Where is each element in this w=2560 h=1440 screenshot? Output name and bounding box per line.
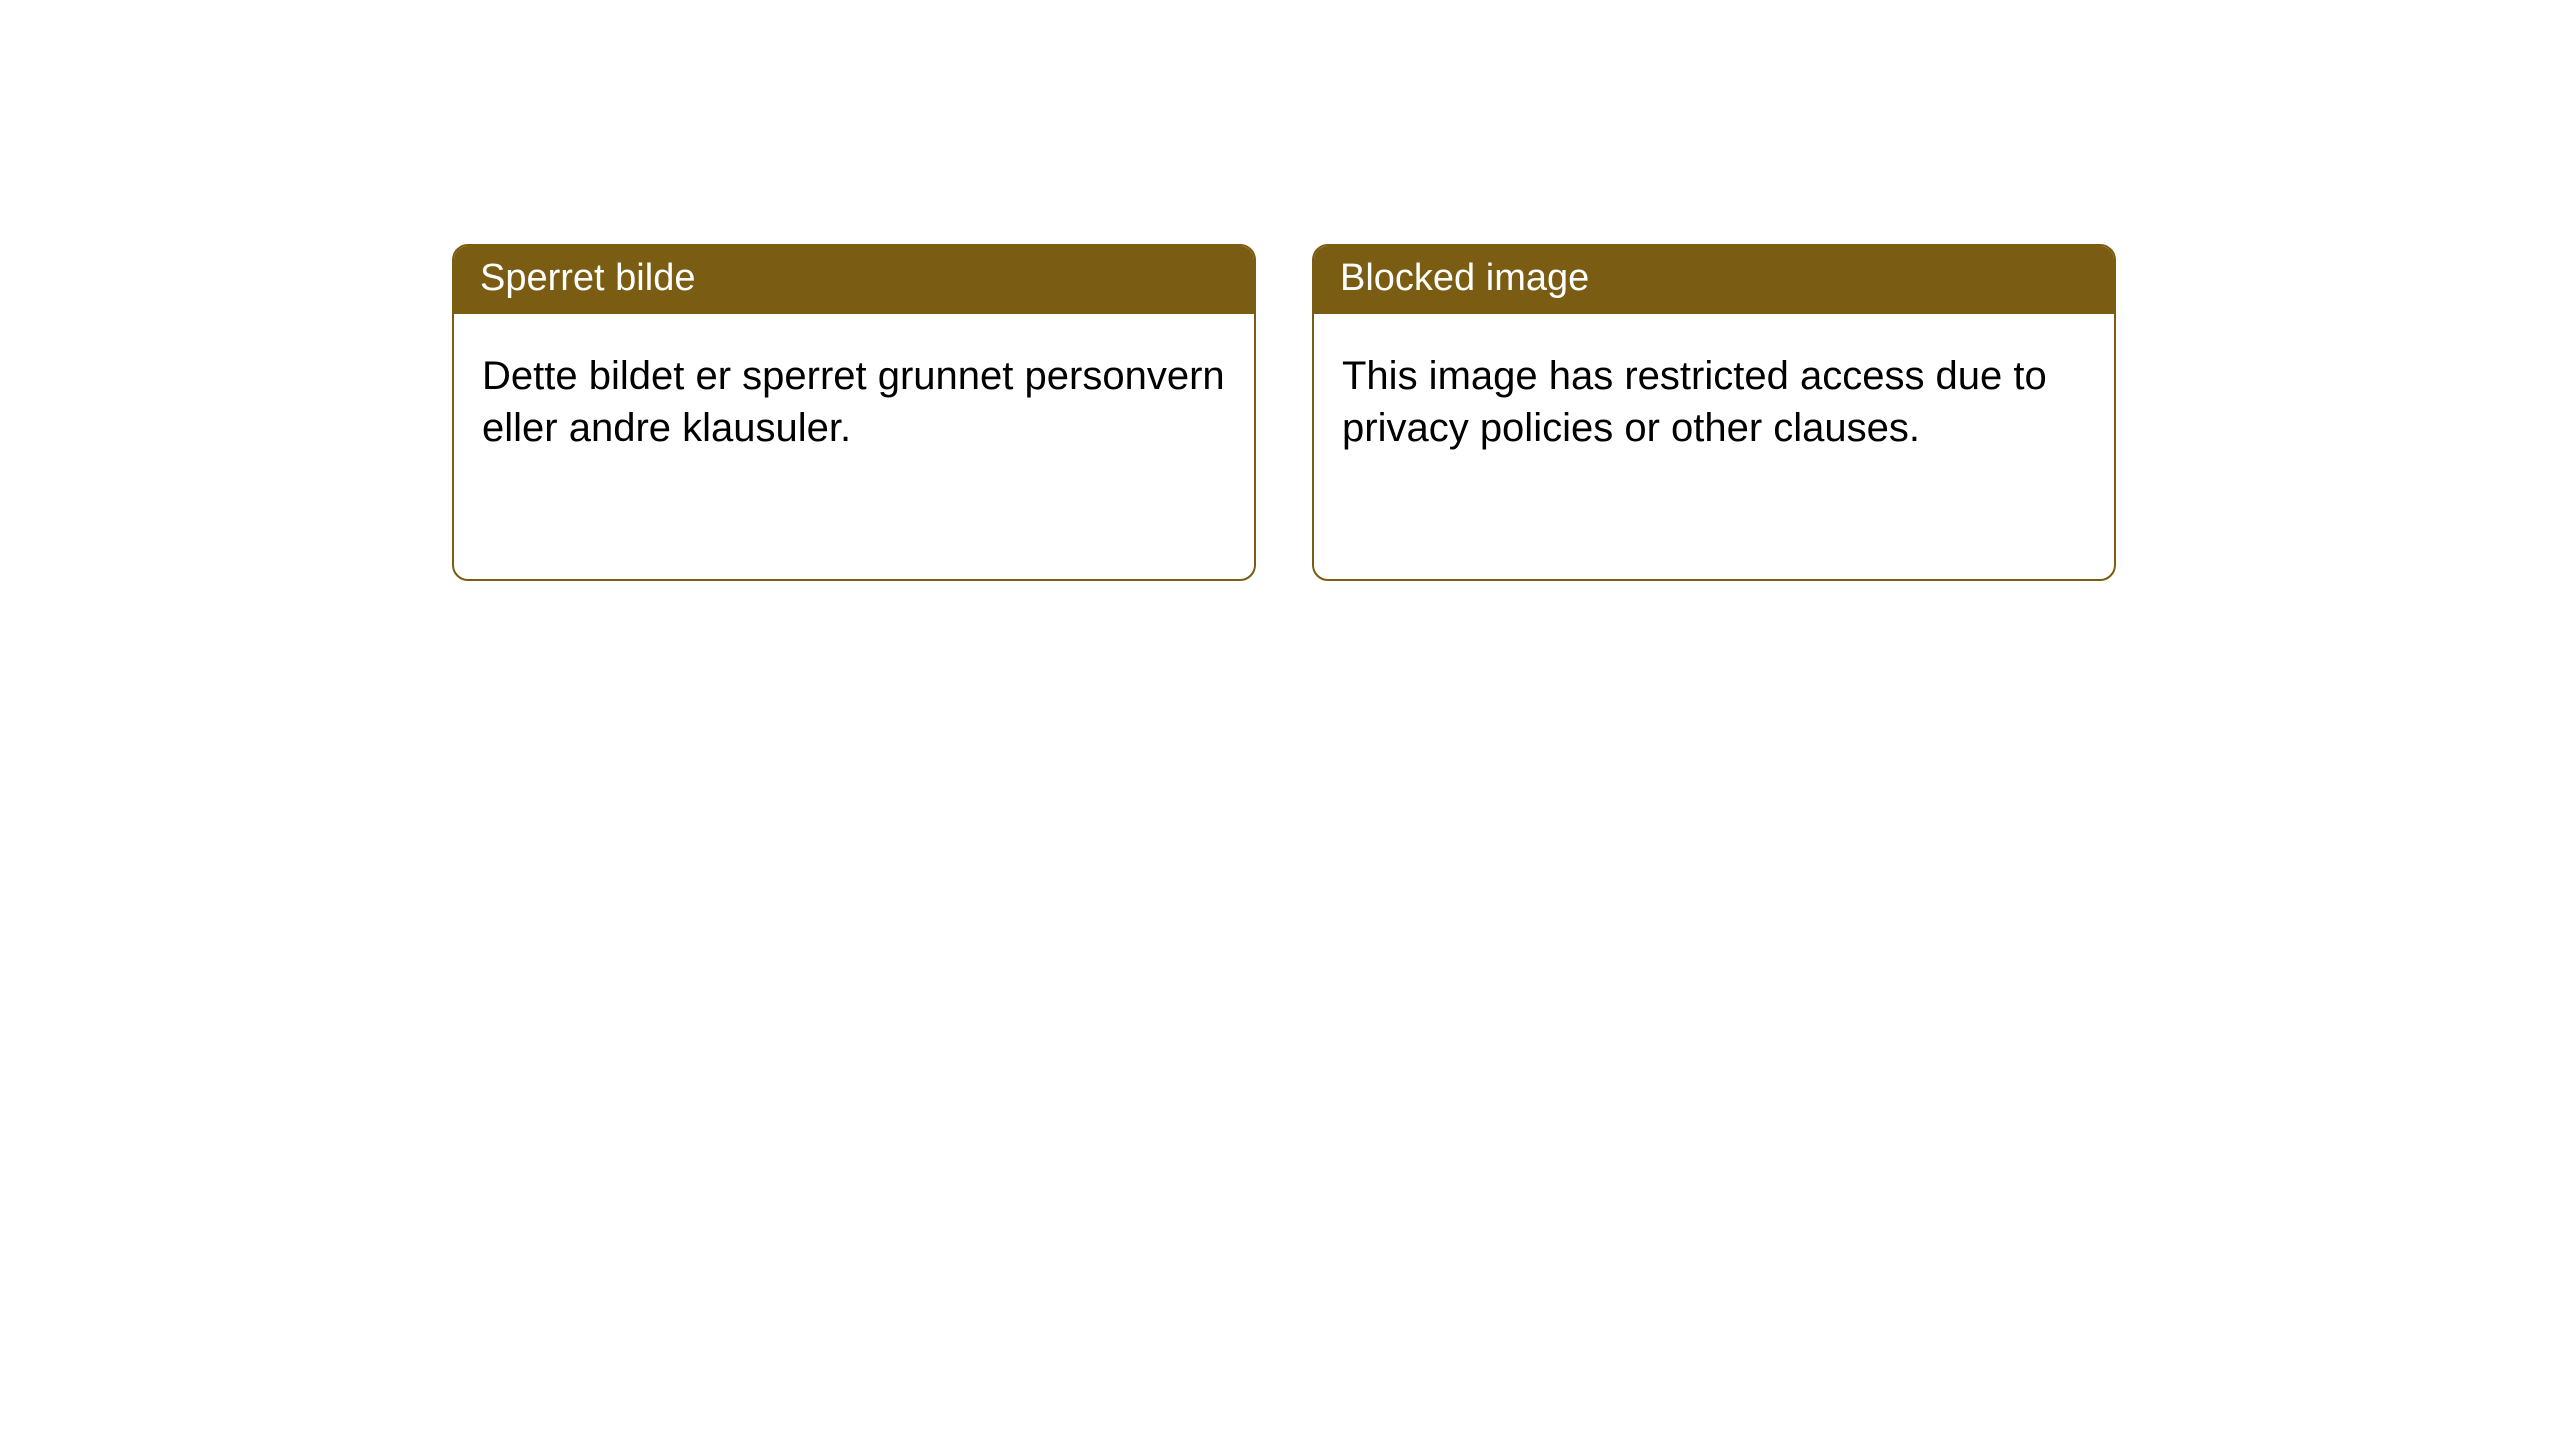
notice-container: Sperret bilde Dette bildet er sperret gr… [0, 0, 2560, 581]
card-header: Blocked image [1314, 246, 2114, 314]
card-body: This image has restricted access due to … [1314, 314, 2114, 484]
card-title: Blocked image [1340, 257, 1589, 299]
card-body-text: This image has restricted access due to … [1342, 354, 2047, 451]
card-body: Dette bildet er sperret grunnet personve… [454, 314, 1254, 484]
card-title: Sperret bilde [480, 257, 695, 299]
card-header: Sperret bilde [454, 246, 1254, 314]
card-body-text: Dette bildet er sperret grunnet personve… [482, 354, 1225, 451]
notice-card-english: Blocked image This image has restricted … [1312, 244, 2116, 581]
notice-card-norwegian: Sperret bilde Dette bildet er sperret gr… [452, 244, 1256, 581]
